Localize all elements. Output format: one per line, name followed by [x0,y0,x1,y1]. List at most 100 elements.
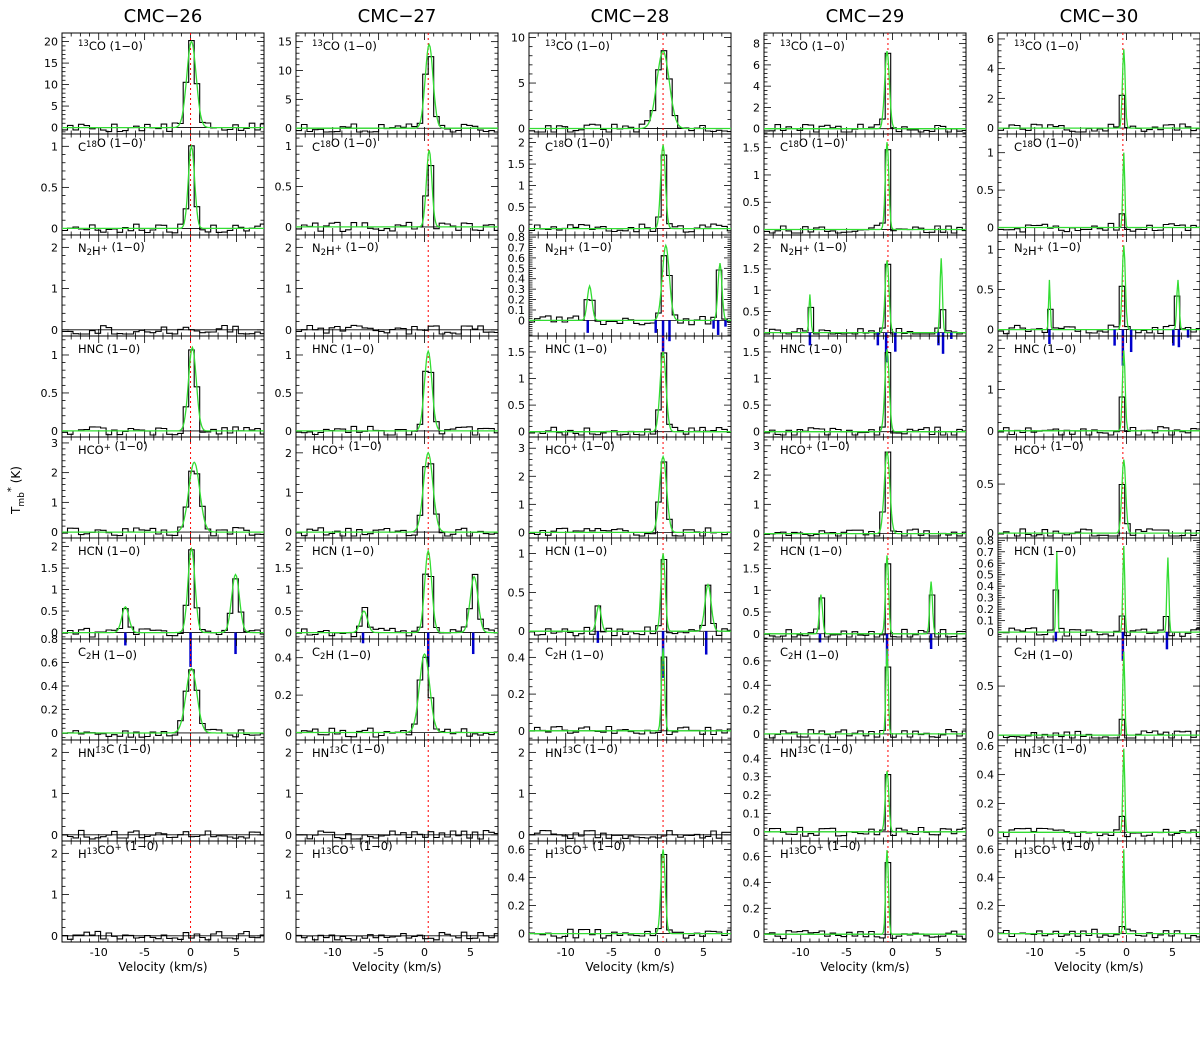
fit-curve [764,451,966,535]
y-tick-label: 6 [753,59,760,72]
panel-r4-c3: 0 1 2 3 HCO+ (1−0) [753,436,967,541]
y-tick-label: 3 [753,440,760,453]
y-tick-label: 0.2 [41,703,59,716]
fit-curve [998,152,1200,229]
y-tick-label: 2 [51,746,58,759]
y-tick-label: 4 [753,80,760,93]
y-tick-label: 1 [518,180,525,193]
observed-spectrum [764,862,966,940]
y-tick-label: 0 [285,727,292,740]
x-tick-label: -10 [90,946,108,959]
y-tick-label: 2 [285,847,292,860]
y-tick-label: 1 [518,548,525,561]
fit-curve [764,771,966,833]
observed-spectrum [764,451,966,537]
transition-label: H13CO+ (1−0) [78,839,159,861]
y-tick-label: 0 [285,324,292,337]
y-tick-label: 2 [518,137,525,150]
y-tick-label: 5 [285,93,292,106]
y-tick-label: 3 [51,437,58,450]
panel-r4-c2: 0 1 2 3 HCO+ (1−0) [518,436,732,539]
fit-curve [529,144,731,230]
panel-r4-c4: 0 0.5 HCO+ (1−0) [977,436,1200,540]
observed-spectrum [998,285,1200,335]
transition-label: HCO+ (1−0) [1014,439,1084,457]
transition-label: C18O (1−0) [78,136,143,154]
y-tick-label: 0.5 [977,478,995,491]
x-tick-label: 0 [1123,946,1130,959]
y-tick-label: 5 [518,77,525,90]
transition-label: HNC (1−0) [545,342,607,356]
transition-label: HNC (1−0) [780,342,842,356]
y-tick-label: 0.5 [977,569,995,582]
y-tick-label: 0.2 [977,603,995,616]
transition-label: C18O (1−0) [780,136,845,154]
y-tick-label: 8 [753,38,760,51]
fit-curve [296,652,498,734]
y-tick-label: 0.8 [977,534,995,547]
y-tick-label: 0.6 [977,740,995,753]
y-tick-label: 1 [987,147,994,160]
y-tick-label: 0.5 [743,399,761,412]
y-tick-label: 0.2 [977,797,995,810]
fit-curve [62,143,264,230]
fit-curve [998,49,1200,129]
y-tick-label: 0 [753,426,760,439]
y-tick-label: 0.4 [977,769,995,782]
fit-curve [62,461,264,533]
fit-curve [764,555,966,635]
y-tick-label: 15 [44,57,58,70]
panel-r8-c2: 0 0.2 0.4 0.6 H13CO+ (1−0) -10 -5 0 5 Velocity (k… [508,839,732,974]
y-tick-label: 15 [278,36,292,49]
y-tick-label: 2 [518,470,525,483]
fit-curve [529,351,731,433]
observed-spectrum [764,52,966,133]
transition-label: C18O (1−0) [1014,136,1079,154]
y-tick-label: 1.5 [743,562,761,575]
y-tick-label: 0 [51,627,58,640]
panel-r6-c1: 0 0.2 0.4 C2H (1−0) [275,638,499,741]
y-tick-label: 0 [518,314,525,327]
observed-spectrum [998,925,1200,939]
y-tick-label: 2 [51,467,58,480]
observed-spectrum [529,656,731,736]
observed-spectrum [296,931,498,941]
y-tick-label: 0 [987,324,994,337]
transition-label: HNC (1−0) [312,342,374,356]
y-tick-label: 1 [51,140,58,153]
y-tick-label: 0.6 [977,843,995,856]
y-tick-label: 1 [518,788,525,801]
y-tick-label: 1 [285,584,292,597]
y-tick-label: 0 [285,930,292,943]
y-tick-label: 0 [518,829,525,842]
panel-r7-c4: 0 0.2 0.4 0.6 HN13C (1−0) [977,739,1200,842]
observed-spectrum [296,56,498,133]
y-tick-label: 0 [753,224,760,237]
y-tick-label: 0.4 [508,273,526,286]
y-tick-label: 0 [285,122,292,135]
y-tick-label: 0.2 [977,900,995,913]
x-tick-label: 0 [654,946,661,959]
panel-r0-c0: 0 5 10 15 20 13CO (1−0) [44,32,265,135]
y-tick-label: 0.6 [41,656,59,669]
x-tick-label: 5 [467,946,474,959]
fit-curve [296,42,498,129]
transition-label: C2H (1−0) [78,645,137,662]
transition-label: 13CO (1−0) [78,39,143,53]
panel-r5-c0: 0 0.5 1 1.5 2 HCN (1−0) [41,537,265,667]
panel-r5-c2: 0 0.5 1 HCN (1−0) [508,537,732,678]
x-tick-label: -5 [139,946,150,959]
transition-label: HCO+ (1−0) [312,439,382,457]
fit-curve [764,142,966,231]
y-tick-label: 2 [987,342,994,355]
fit-curve [998,350,1200,432]
y-tick-label: 0.2 [508,900,526,913]
fit-curve [62,345,264,432]
y-tick-label: 0 [51,222,58,235]
panel-r2-c1: 0 1 2 N2H+ (1−0) [285,234,499,337]
transition-label: HNC (1−0) [1014,342,1076,356]
y-tick-label: 0 [518,928,525,941]
y-tick-label: 10 [511,32,525,45]
y-tick-label: 0.6 [743,655,761,668]
y-tick-label: 6 [987,33,994,46]
